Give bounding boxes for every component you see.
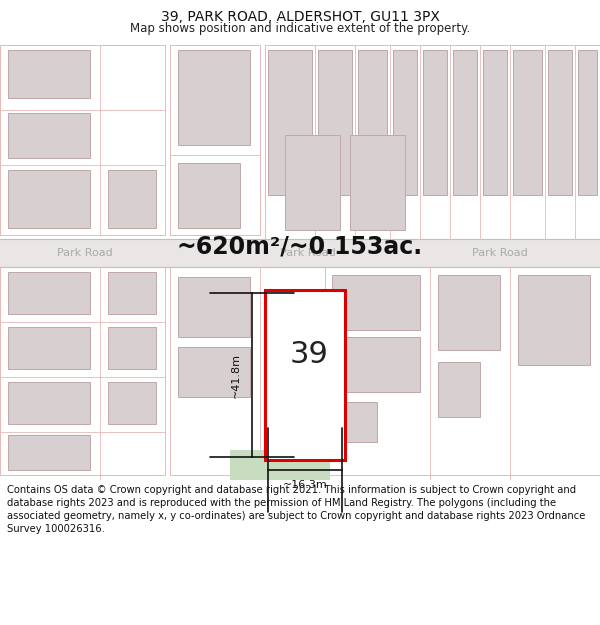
Bar <box>483 50 507 195</box>
Text: Park Road: Park Road <box>472 248 528 258</box>
Text: ~41.8m: ~41.8m <box>231 352 241 398</box>
Bar <box>8 113 90 158</box>
Text: 39, PARK ROAD, ALDERSHOT, GU11 3PX: 39, PARK ROAD, ALDERSHOT, GU11 3PX <box>161 10 439 24</box>
Bar <box>548 50 572 195</box>
Bar <box>268 50 312 195</box>
Bar <box>513 50 542 195</box>
Bar <box>108 327 156 369</box>
Bar <box>170 45 260 235</box>
Text: Map shows position and indicative extent of the property.: Map shows position and indicative extent… <box>130 22 470 35</box>
Text: ~620m²/~0.153ac.: ~620m²/~0.153ac. <box>177 235 423 259</box>
Bar <box>108 170 156 228</box>
Bar <box>8 50 90 98</box>
Bar <box>108 382 156 424</box>
Text: Contains OS data © Crown copyright and database right 2021. This information is : Contains OS data © Crown copyright and d… <box>7 484 586 534</box>
Bar <box>230 450 330 480</box>
Text: ~16.3m: ~16.3m <box>283 480 328 490</box>
Bar <box>230 475 330 480</box>
Bar <box>108 272 156 314</box>
Bar <box>318 50 352 195</box>
Bar <box>350 135 405 230</box>
Bar <box>178 347 250 397</box>
Bar <box>272 365 307 420</box>
Bar <box>8 382 90 424</box>
Bar <box>8 435 90 470</box>
Bar <box>518 275 590 365</box>
Bar <box>358 50 387 195</box>
Bar <box>285 135 340 230</box>
Bar <box>170 267 325 475</box>
Bar <box>8 272 90 314</box>
Text: 39: 39 <box>290 340 328 369</box>
Bar <box>332 402 377 442</box>
Text: Park Road: Park Road <box>280 248 336 258</box>
Text: Park Road: Park Road <box>57 248 113 258</box>
Bar <box>325 267 600 475</box>
Bar <box>0 45 165 235</box>
Bar <box>8 170 90 228</box>
Bar <box>438 275 500 350</box>
Bar <box>265 45 600 239</box>
Bar <box>332 275 420 330</box>
Bar <box>178 163 240 228</box>
Bar <box>393 50 417 195</box>
Bar <box>578 50 597 195</box>
Bar <box>0 239 600 267</box>
Bar <box>332 337 420 392</box>
Bar <box>265 290 345 460</box>
Bar <box>453 50 477 195</box>
Bar <box>0 267 165 475</box>
Bar <box>438 362 480 417</box>
Bar <box>423 50 447 195</box>
Bar <box>8 327 90 369</box>
Bar <box>178 277 250 337</box>
Bar <box>272 298 307 358</box>
Bar <box>178 50 250 145</box>
